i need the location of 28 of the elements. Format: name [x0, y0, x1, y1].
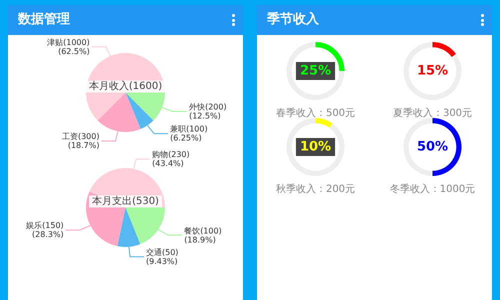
text: 冬季收入：1000元 — [388, 182, 476, 196]
data-label: (18.9%) — [184, 235, 216, 244]
slice-label: 餐饮(100) — [184, 226, 222, 236]
slice-label: 购物(230) — [152, 150, 190, 160]
data-label: (9.43%) — [146, 256, 178, 266]
text: 本月收入(1600) — [88, 80, 162, 92]
slice-label: 津贴(1000) — [47, 38, 90, 47]
data-label: 10% — [300, 139, 332, 154]
slice-label: 外快(200) — [189, 102, 227, 112]
text: 季节收入 — [267, 12, 319, 27]
data-label: (18.7%) — [68, 141, 100, 150]
data-label: (6.25%) — [170, 134, 202, 143]
text: 秋季收入：200元 — [274, 182, 356, 196]
slice-label: 工资(300) — [62, 132, 100, 142]
slice-label: 娱乐(150) — [26, 221, 64, 230]
slice-label: 交通(50) — [146, 248, 178, 257]
data-label: 15% — [416, 63, 448, 78]
data-label: 50% — [416, 139, 448, 154]
text: 春季收入：500元 — [274, 106, 356, 120]
slice-label: 兼职(100) — [170, 124, 208, 134]
text: 数据管理 — [18, 12, 70, 27]
data-label: (62.5%) — [58, 46, 90, 56]
data-label: (28.3%) — [32, 230, 64, 240]
data-label: (43.4%) — [152, 159, 184, 168]
text: 本月支出(530) — [92, 195, 160, 208]
text: 夏季收入：300元 — [392, 106, 474, 120]
data-label: 25% — [300, 63, 332, 78]
data-label: (12.5%) — [189, 112, 221, 121]
